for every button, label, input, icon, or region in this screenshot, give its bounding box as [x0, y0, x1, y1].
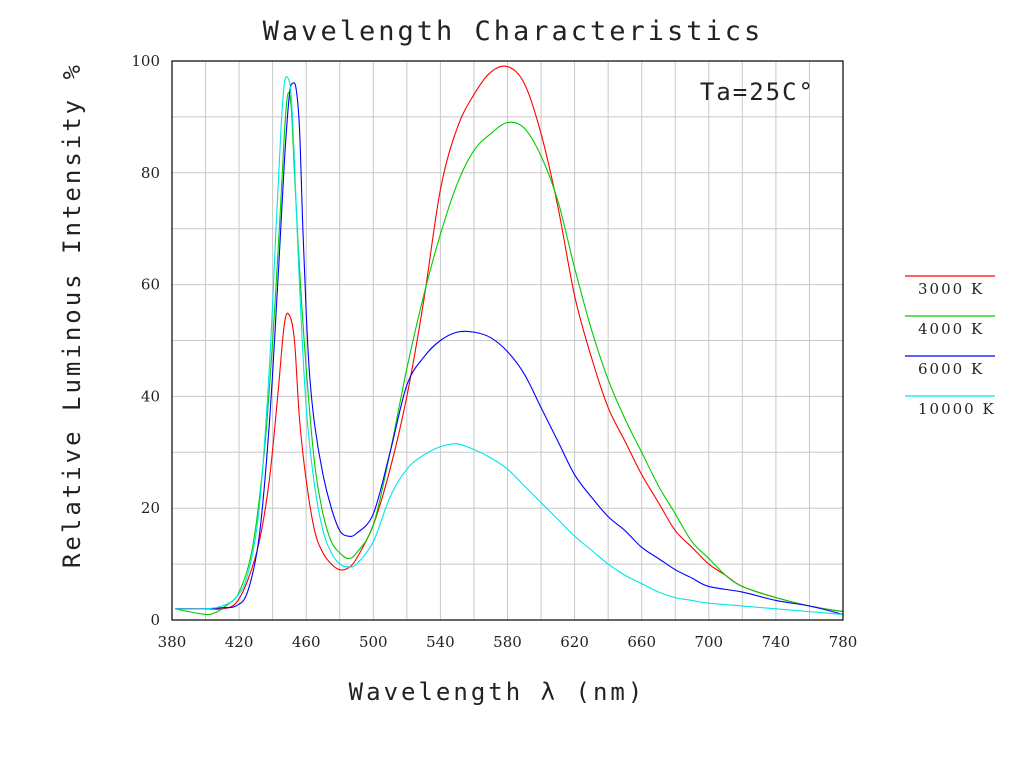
- y-tick-label: 20: [141, 499, 160, 517]
- ticks-layer: 380 420 460 500 540 580 620 660 700 740 780 0 20 40 60…: [131, 52, 857, 651]
- x-tick-label: 420: [225, 633, 254, 651]
- y-tick-label: 60: [141, 276, 160, 294]
- legend-label-6000k: 6000 K: [918, 360, 984, 378]
- x-tick-label: 620: [560, 633, 589, 651]
- x-tick-label: 380: [158, 633, 187, 651]
- grid-layer: [172, 61, 843, 620]
- plot-frame: [171, 60, 844, 621]
- x-tick-label: 540: [426, 633, 455, 651]
- chart-title: Wavelength Characteristics: [263, 16, 764, 47]
- temperature-annotation: Ta=25C°: [700, 78, 815, 106]
- x-axis-label: Wavelength λ (nm): [349, 678, 646, 706]
- y-tick-label: 80: [141, 164, 160, 182]
- y-tick-label: 100: [131, 52, 160, 70]
- series-line-3000k: [175, 65, 844, 613]
- x-tick-label: 460: [292, 633, 321, 651]
- x-tick-label: 700: [694, 633, 723, 651]
- x-tick-label: 740: [762, 633, 791, 651]
- x-tick-label: 660: [627, 633, 656, 651]
- y-axis-label: Relative Luminous Intensity %: [58, 62, 86, 568]
- series-line-10000k: [175, 75, 844, 615]
- y-tick-label: 40: [141, 387, 160, 405]
- legend-label-10000k: 10000 K: [918, 400, 996, 418]
- legend-label-3000k: 3000 K: [918, 280, 984, 298]
- x-tick-label: 780: [829, 633, 858, 651]
- legend-label-4000k: 4000 K: [918, 320, 984, 338]
- y-tick-label: 0: [150, 611, 160, 629]
- series-line-6000k: [175, 82, 844, 615]
- x-tick-label: 500: [359, 633, 388, 651]
- series-layer: [175, 65, 844, 616]
- x-tick-label: 580: [493, 633, 522, 651]
- legend: 3000 K 4000 K 6000 K 10000 K: [905, 275, 996, 418]
